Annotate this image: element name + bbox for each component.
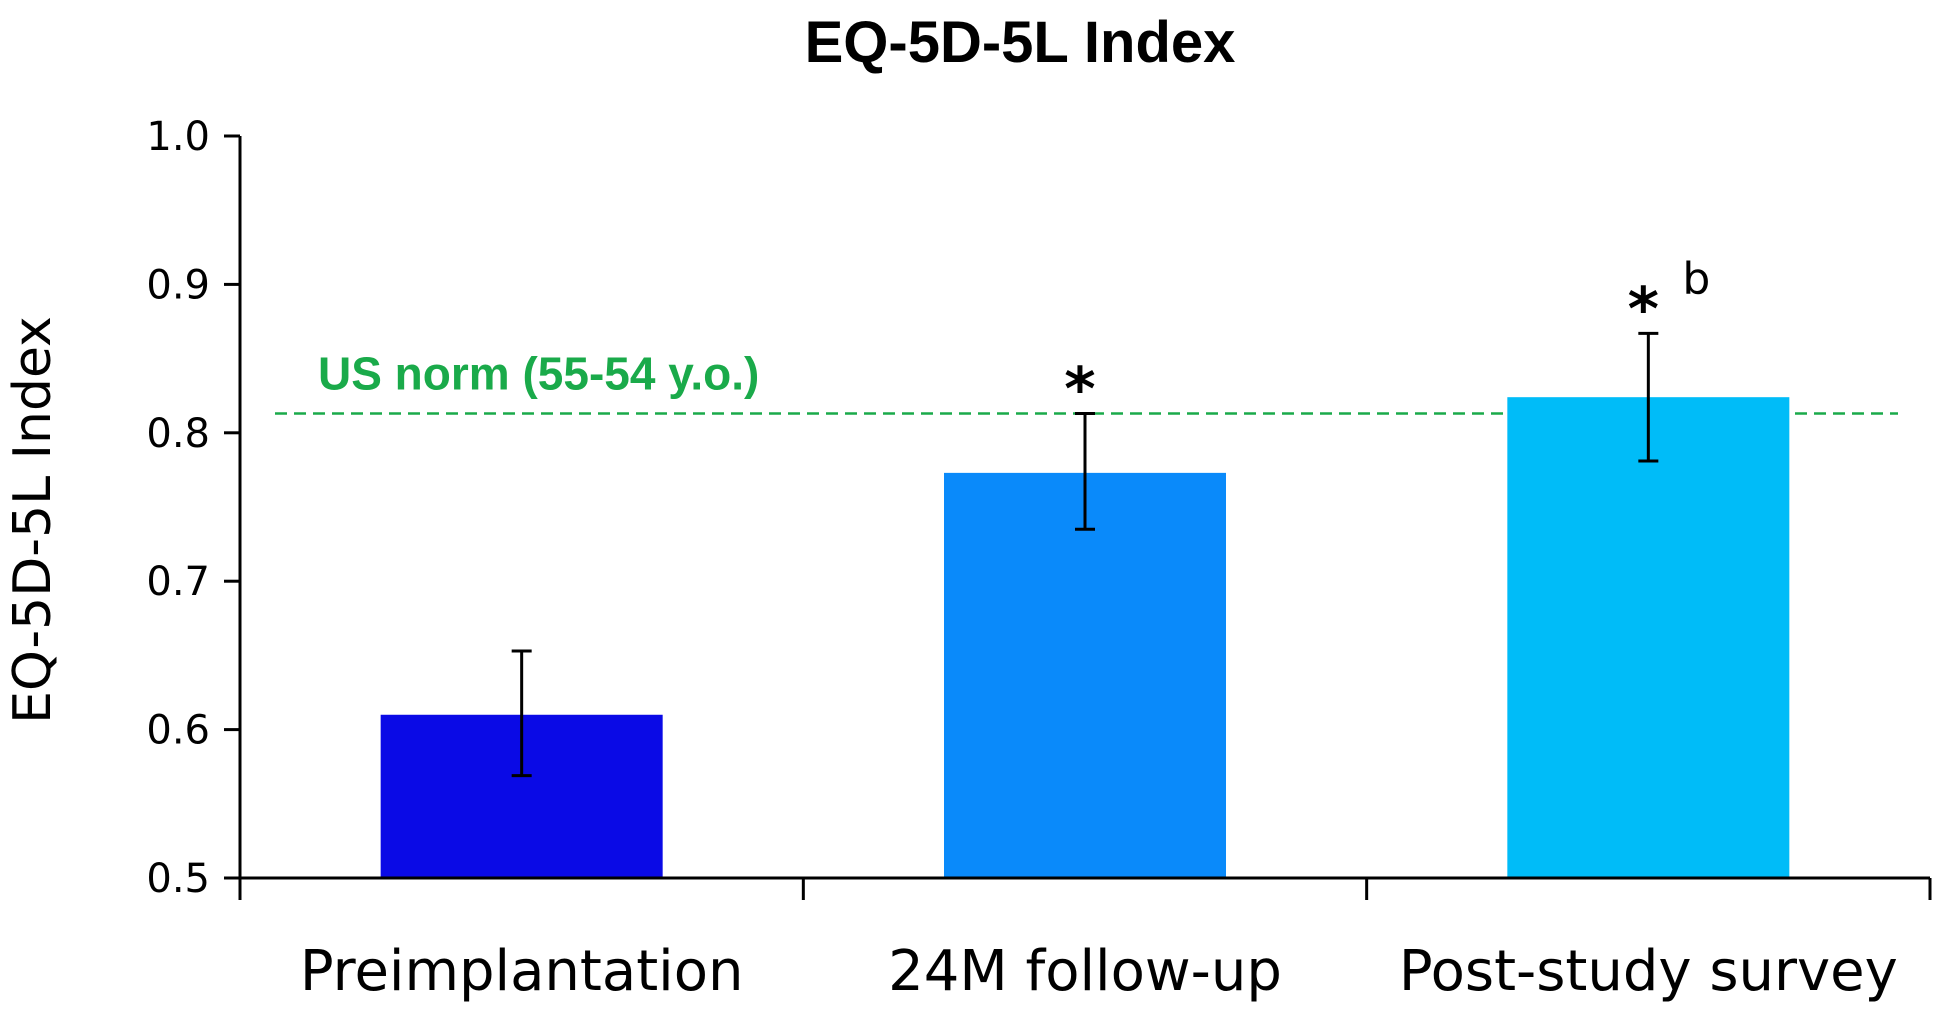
axes-group: 0.5 0.6 0.7 0.8 0.9 1.0 Preimplantation 24M fol… <box>146 114 1932 1004</box>
x-category-label: Preimplantation <box>300 939 744 1004</box>
bars-group: * * b <box>380 253 1790 878</box>
y-tick-label: 1.0 <box>146 114 210 160</box>
x-category-label: Post-study survey <box>1399 939 1898 1004</box>
significance-marker: * <box>1064 355 1095 425</box>
reference-line-label: US norm (55-54 y.o.) <box>318 348 759 400</box>
chart-title: EQ-5D-5L Index <box>805 10 1236 75</box>
y-tick-label: 0.8 <box>146 411 210 457</box>
y-tick-label: 0.7 <box>146 559 210 605</box>
significance-marker: * <box>1628 274 1659 344</box>
y-axis-label: EQ-5D-5L Index <box>3 316 63 724</box>
bar <box>1507 397 1790 878</box>
y-tick-label: 0.9 <box>146 262 210 308</box>
significance-letter: b <box>1682 253 1710 304</box>
y-tick-label: 0.6 <box>146 708 210 754</box>
y-tick-label: 0.5 <box>146 856 210 902</box>
bar <box>944 472 1226 878</box>
x-category-label: 24M follow-up <box>888 939 1282 1004</box>
